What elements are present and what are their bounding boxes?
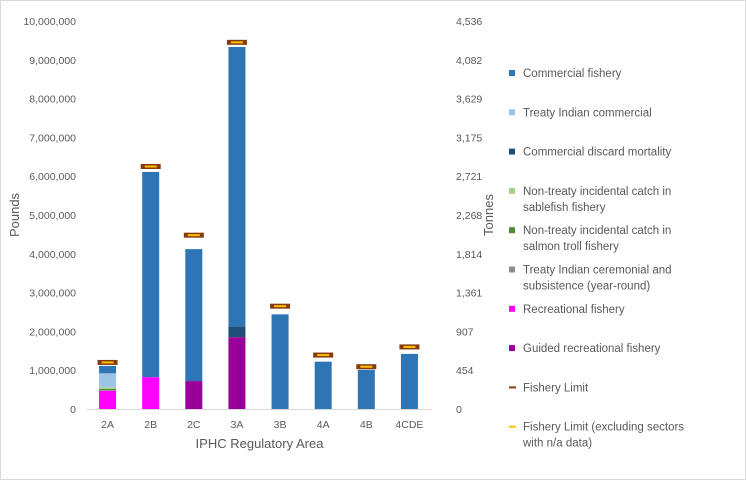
- y-tick-label: 6,000,000: [29, 171, 76, 183]
- bar-segment: [400, 353, 418, 409]
- legend-swatch: [509, 148, 515, 155]
- y2-tick-label: 0: [456, 404, 462, 416]
- legend-label: Guided recreational fishery: [523, 343, 661, 355]
- legend-label: Non-treaty incidental catch in salmon tro…: [523, 225, 671, 253]
- y2-tick-label: 1,361: [456, 288, 482, 300]
- legend-label: Treaty Indian commercial: [523, 107, 652, 119]
- y-tick-label: 5,000,000: [29, 210, 76, 222]
- bar-segment: [142, 377, 160, 409]
- bar-segment: [99, 388, 117, 390]
- legend-label: Recreational fishery: [523, 304, 625, 316]
- fishery-limit-excl-marker: [403, 345, 416, 348]
- legend-swatch: [509, 187, 515, 194]
- legend-line-swatch: [509, 425, 516, 428]
- y-axis-title: Pounds: [7, 192, 22, 237]
- y2-tick-label: 907: [456, 326, 474, 338]
- legend-swatch: [509, 266, 515, 273]
- y2-tick-label: 1,814: [456, 249, 482, 261]
- bar-segment: [142, 171, 160, 378]
- fishery-limit-excl-marker: [274, 305, 287, 308]
- x-tick-label: 4CDE: [395, 419, 423, 431]
- y-tick-label: 2,000,000: [29, 326, 76, 338]
- legend-swatch: [509, 345, 515, 352]
- legend-label: Commercial discard mortality: [523, 147, 672, 159]
- bar-segment: [99, 390, 117, 409]
- y2-tick-label: 454: [456, 365, 474, 377]
- y-tick-label: 10,000,000: [23, 16, 76, 28]
- bar-segment: [185, 381, 203, 409]
- bar-segment: [228, 337, 246, 409]
- legend-swatch: [509, 227, 515, 234]
- y2-tick-label: 4,536: [456, 16, 482, 28]
- y-tick-label: 3,000,000: [29, 288, 76, 300]
- x-tick-label: 4B: [360, 419, 373, 431]
- y2-tick-label: 2,721: [456, 171, 482, 183]
- x-tick-label: 2B: [144, 419, 157, 431]
- x-tick-label: 3A: [231, 419, 244, 431]
- x-tick-label: 3B: [274, 419, 287, 431]
- bar-segment: [99, 373, 117, 388]
- bar-segment: [271, 314, 289, 409]
- y-tick-label: 9,000,000: [29, 55, 76, 67]
- legend-swatch: [509, 70, 515, 76]
- x-tick-label: 2A: [101, 419, 114, 431]
- fishery-limit-excl-marker: [317, 354, 330, 357]
- y2-tick-label: 4,082: [456, 55, 482, 67]
- x-tick-label: 4A: [317, 419, 330, 431]
- legend-label: Non-treaty incidental catch in sablefish …: [523, 186, 671, 214]
- x-tick-label: 2C: [187, 419, 201, 431]
- bar-segment: [99, 389, 117, 391]
- legend-line-swatch: [509, 386, 516, 389]
- fishery-limit-excl-marker: [187, 234, 200, 237]
- y-tick-label: 1,000,000: [29, 365, 76, 377]
- legend-label: Fishery Limit: [523, 382, 589, 394]
- bar-segment: [314, 361, 332, 409]
- bar-segment: [99, 387, 117, 389]
- y-tick-label: 7,000,000: [29, 132, 76, 144]
- fishery-limit-excl-marker: [101, 361, 114, 364]
- fishery-limit-excl-marker: [230, 41, 243, 44]
- y2-tick-label: 3,629: [456, 94, 482, 106]
- bar-segment: [228, 326, 246, 338]
- y-tick-label: 4,000,000: [29, 249, 76, 261]
- bar-segment: [228, 46, 246, 327]
- legend-swatch: [509, 109, 515, 116]
- y-tick-label: 8,000,000: [29, 94, 76, 106]
- bar-segment: [185, 249, 203, 382]
- bar-segment: [357, 369, 375, 409]
- x-axis-title: IPHC Regulatory Area: [196, 436, 325, 451]
- y-tick-label: 0: [70, 404, 76, 416]
- legend-label: Commercial fishery: [523, 68, 622, 80]
- y2-tick-label: 2,268: [456, 210, 482, 222]
- legend-label: Fishery Limit (excluding sectors with n/a…: [522, 422, 684, 450]
- fishery-limit-excl-marker: [360, 365, 373, 368]
- fishery-limit-excl-marker: [144, 165, 157, 168]
- y2-tick-label: 3,175: [456, 132, 482, 144]
- legend-swatch: [509, 305, 515, 312]
- legend-label: Treaty Indian ceremonial and subsistence …: [523, 265, 672, 293]
- bar-segment: [99, 365, 117, 374]
- y2-axis-title: Tonnes: [481, 194, 496, 236]
